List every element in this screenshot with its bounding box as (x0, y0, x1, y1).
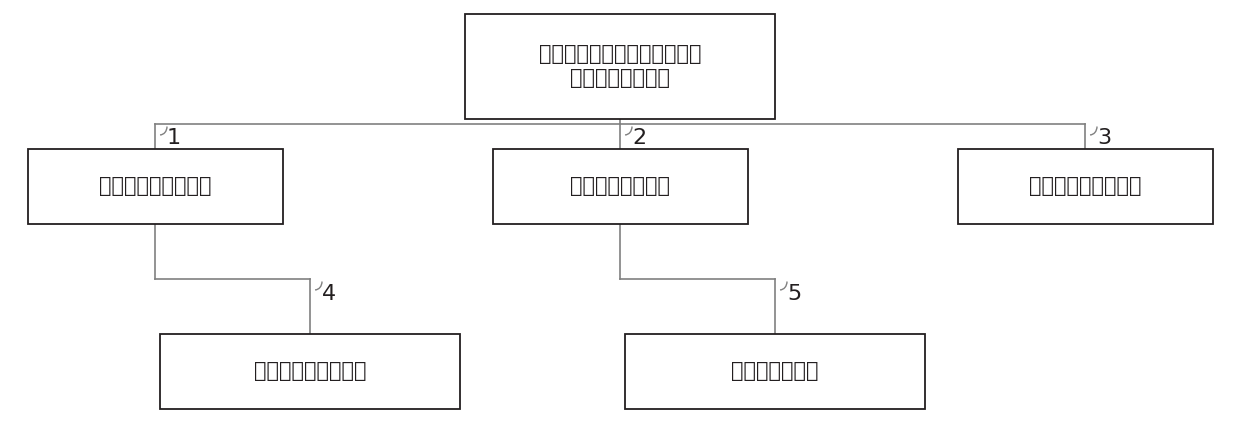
Text: 3: 3 (1097, 128, 1111, 149)
Text: 4: 4 (322, 284, 336, 303)
Bar (492, 149, 748, 223)
Text: 2: 2 (632, 128, 646, 149)
Bar (957, 149, 1213, 223)
Text: 滑行时间分析模块: 滑行时间分析模块 (570, 176, 670, 196)
Bar (160, 334, 460, 409)
Bar (625, 334, 925, 409)
Text: 第二次分区划分模块: 第二次分区划分模块 (254, 361, 366, 381)
Text: 优先级指导模块: 优先级指导模块 (732, 361, 818, 381)
Text: 针对大气环境影响的机场停机
位优先级分析系统: 针对大气环境影响的机场停机 位优先级分析系统 (538, 45, 702, 87)
Bar (27, 149, 283, 223)
Bar (465, 13, 775, 119)
Text: 第一次分区划分模块: 第一次分区划分模块 (99, 176, 211, 196)
Text: 1: 1 (167, 128, 181, 149)
Text: 污染物浓度获取模块: 污染物浓度获取模块 (1029, 176, 1141, 196)
Text: 5: 5 (787, 284, 801, 303)
